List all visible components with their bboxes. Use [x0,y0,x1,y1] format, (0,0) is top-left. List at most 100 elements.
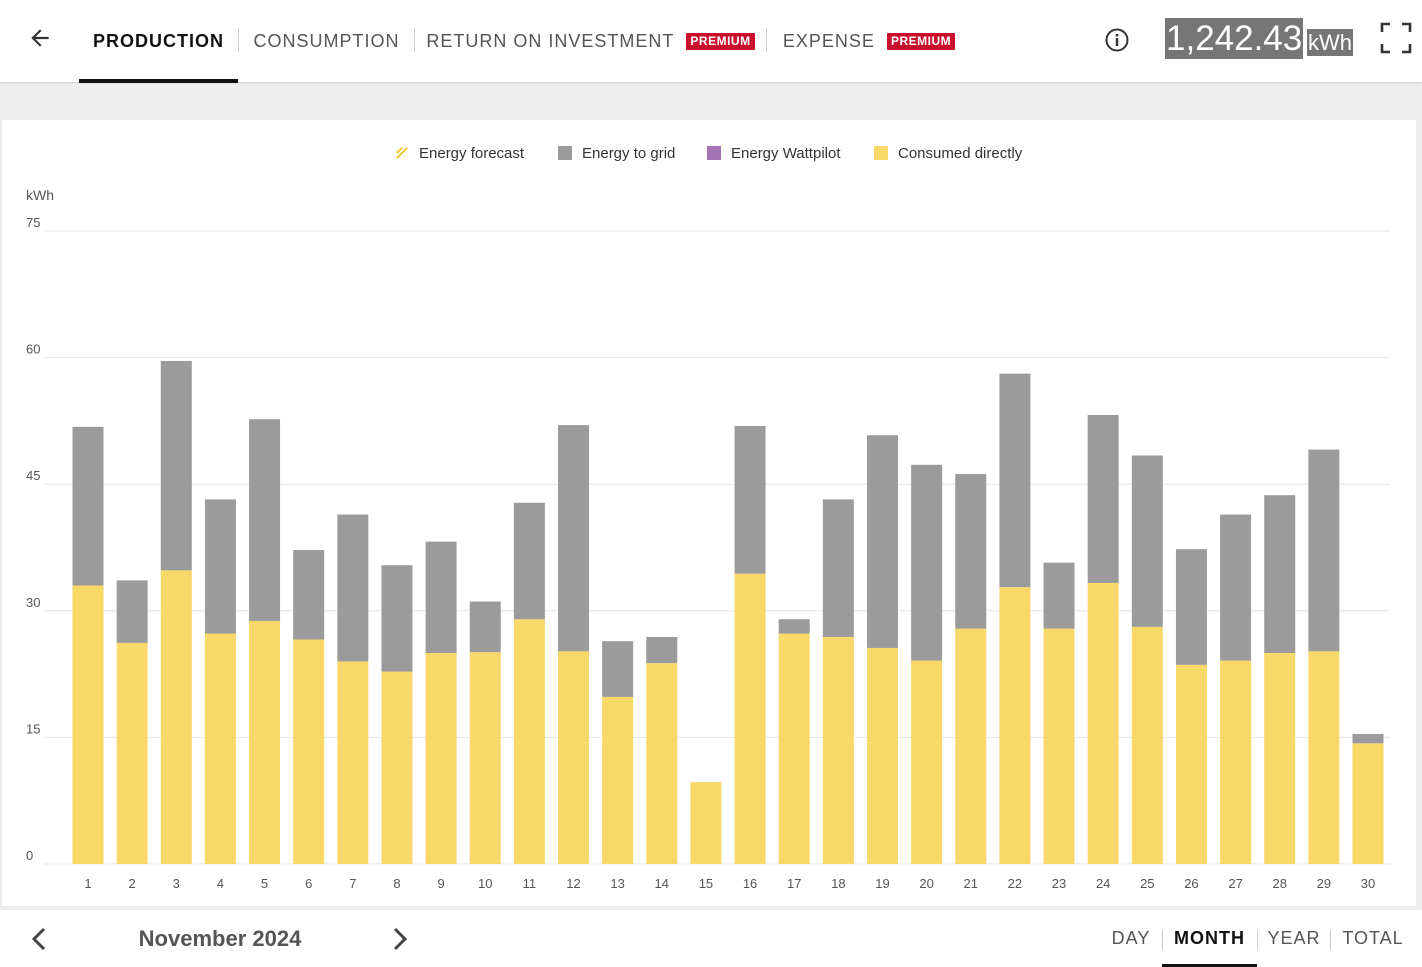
y-tick-label: 75 [26,215,40,230]
bar-consumed-directly[interactable] [866,647,898,864]
bar-consumed-directly[interactable] [469,652,501,864]
bar-energy-to-grid[interactable] [646,636,678,664]
bar-energy-to-grid[interactable] [293,550,325,640]
bar-consumed-directly[interactable] [381,671,413,864]
bar-energy-to-grid[interactable] [558,425,590,652]
bar-consumed-directly[interactable] [1264,653,1296,864]
x-tick-label: 30 [1361,876,1375,891]
bar-consumed-directly[interactable] [337,661,369,864]
total-energy-value: 1,242.43 [1165,18,1304,59]
bar-energy-to-grid[interactable] [1220,514,1252,661]
bar-consumed-directly[interactable] [999,587,1031,864]
bar-consumed-directly[interactable] [822,636,854,864]
bar-energy-to-grid[interactable] [1131,455,1163,627]
bar-energy-to-grid[interactable] [204,499,236,634]
bar-energy-to-grid[interactable] [425,541,457,653]
legend-item-energy-to-grid[interactable]: Energy to grid [558,143,675,163]
bar-energy-to-grid[interactable] [381,565,413,672]
bar-consumed-directly[interactable] [778,633,810,864]
tab-expense-label: EXPENSE [782,30,875,51]
range-tab-year[interactable]: YEAR [1258,910,1330,967]
bar-energy-to-grid[interactable] [1043,562,1075,629]
back-button[interactable] [24,22,56,54]
x-tick-label: 4 [217,876,224,891]
bar-consumed-directly[interactable] [558,651,590,864]
bar-energy-to-grid[interactable] [1352,734,1384,744]
bar-energy-to-grid[interactable] [734,425,766,574]
bar-consumed-directly[interactable] [72,585,104,864]
previous-period-button[interactable] [24,924,54,954]
chevron-right-icon [393,927,408,951]
info-button[interactable] [1104,27,1130,53]
bar-energy-to-grid[interactable] [513,502,545,620]
bar-energy-to-grid[interactable] [866,435,898,648]
tab-consumption[interactable]: CONSUMPTION [239,0,414,82]
bar-consumed-directly[interactable] [425,653,457,864]
bar-energy-to-grid[interactable] [999,373,1031,588]
bar-energy-to-grid[interactable] [1308,449,1340,652]
bar-energy-to-grid[interactable] [955,474,987,629]
bar-consumed-directly[interactable] [293,639,325,864]
legend-item-consumed-directly[interactable]: Consumed directly [874,143,1022,163]
bar-energy-to-grid[interactable] [116,580,148,643]
legend-item-energy-forecast[interactable]: Energy forecast [395,143,524,163]
bar-energy-to-grid[interactable] [1264,495,1296,653]
bar-consumed-directly[interactable] [1087,582,1119,864]
bar-consumed-directly[interactable] [1352,743,1384,864]
bar-consumed-directly[interactable] [734,573,766,864]
bar-energy-to-grid[interactable] [160,360,192,571]
y-tick-label: 60 [26,342,40,357]
bar-energy-to-grid[interactable] [778,619,810,634]
bar-consumed-directly[interactable] [204,633,236,864]
range-year-label: YEAR [1267,928,1321,948]
bar-energy-to-grid[interactable] [72,426,104,586]
x-tick-label: 17 [787,876,801,891]
bar-consumed-directly[interactable] [1175,664,1207,864]
tab-production[interactable]: PRODUCTION [79,0,238,83]
x-tick-label: 8 [393,876,400,891]
tab-expense[interactable]: EXPENSE PREMIUM [767,0,971,82]
bar-consumed-directly[interactable] [1308,651,1340,864]
range-divider [1162,930,1163,950]
bar-consumed-directly[interactable] [513,619,545,864]
bar-energy-to-grid[interactable] [1087,414,1119,583]
bar-consumed-directly[interactable] [690,782,722,864]
bar-consumed-directly[interactable] [1043,628,1075,864]
bar-consumed-directly[interactable] [249,620,281,864]
bar-energy-to-grid[interactable] [469,601,501,653]
range-tab-total[interactable]: TOTAL [1331,910,1415,967]
bar-energy-to-grid[interactable] [911,464,943,661]
premium-badge: PREMIUM [886,32,956,50]
range-tab-day[interactable]: DAY [1100,910,1162,967]
bar-energy-to-grid[interactable] [602,641,634,697]
bar-consumed-directly[interactable] [602,696,634,864]
x-tick-label: 2 [129,876,136,891]
bar-consumed-directly[interactable] [911,660,943,864]
x-tick-label: 24 [1096,876,1110,891]
bar-energy-to-grid[interactable] [337,514,369,662]
chart-legend: Energy forecast Energy to grid Energy Wa… [0,143,1422,163]
range-month-label: MONTH [1174,928,1245,948]
bar-consumed-directly[interactable] [116,642,148,864]
period-label[interactable]: November 2024 [138,926,302,951]
x-tick-label: 14 [655,876,669,891]
fullscreen-button[interactable] [1380,22,1412,54]
bar-energy-to-grid[interactable] [822,499,854,637]
bar-energy-to-grid[interactable] [1175,549,1207,665]
bar-consumed-directly[interactable] [160,570,192,864]
bar-energy-to-grid[interactable] [249,419,281,621]
y-tick-label: 30 [26,595,40,610]
tab-consumption-label: CONSUMPTION [253,30,400,51]
bar-consumed-directly[interactable] [955,628,987,864]
y-tick-label: 45 [26,468,40,483]
next-period-button[interactable] [385,924,415,954]
bar-consumed-directly[interactable] [646,663,678,864]
tab-return-on-investment[interactable]: RETURN ON INVESTMENT PREMIUM [415,0,766,82]
y-tick-label: 0 [26,848,33,863]
bar-consumed-directly[interactable] [1220,660,1252,864]
x-tick-label: 3 [173,876,180,891]
legend-item-energy-wattpilot[interactable]: Energy Wattpilot [707,143,841,163]
x-tick-label: 1 [84,876,91,891]
bar-consumed-directly[interactable] [1131,626,1163,864]
range-tab-month[interactable]: MONTH [1162,910,1257,967]
